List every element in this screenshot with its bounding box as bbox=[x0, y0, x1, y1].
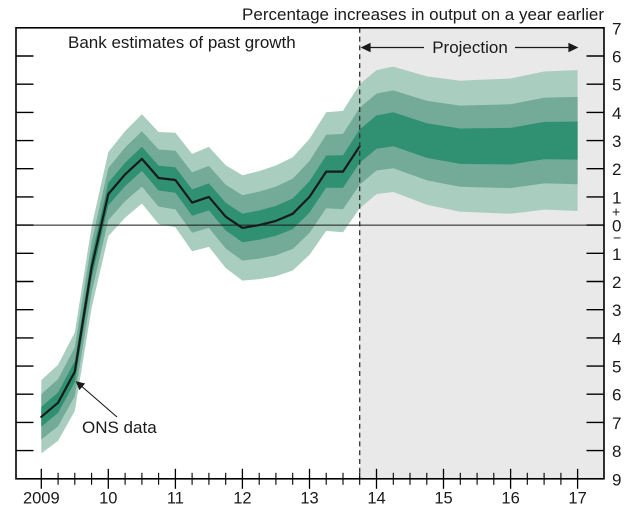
svg-text:16: 16 bbox=[501, 489, 519, 507]
svg-text:6: 6 bbox=[612, 48, 621, 67]
svg-text:ONS data: ONS data bbox=[82, 418, 157, 437]
svg-text:15: 15 bbox=[434, 489, 452, 507]
svg-text:7: 7 bbox=[612, 19, 621, 38]
svg-text:17: 17 bbox=[568, 489, 586, 507]
svg-text:Projection: Projection bbox=[432, 38, 508, 57]
svg-text:+: + bbox=[612, 204, 620, 220]
svg-text:11: 11 bbox=[167, 489, 184, 507]
svg-text:Percentage increases in output: Percentage increases in output on a year… bbox=[242, 5, 604, 24]
svg-text:2: 2 bbox=[612, 160, 621, 179]
svg-text:12: 12 bbox=[233, 489, 251, 507]
svg-text:10: 10 bbox=[99, 489, 117, 507]
svg-text:1: 1 bbox=[612, 245, 621, 264]
svg-text:4: 4 bbox=[612, 104, 621, 123]
svg-text:5: 5 bbox=[612, 76, 621, 95]
svg-text:4: 4 bbox=[612, 329, 621, 348]
svg-text:2: 2 bbox=[612, 273, 621, 292]
svg-text:14: 14 bbox=[367, 489, 385, 507]
svg-text:9: 9 bbox=[612, 470, 621, 489]
svg-text:2009: 2009 bbox=[23, 489, 60, 507]
svg-text:6: 6 bbox=[612, 386, 621, 405]
svg-text:8: 8 bbox=[612, 442, 621, 461]
svg-text:13: 13 bbox=[300, 489, 318, 507]
svg-text:Bank estimates of past growth: Bank estimates of past growth bbox=[68, 33, 296, 52]
svg-text:3: 3 bbox=[612, 301, 621, 320]
svg-text:−: − bbox=[613, 230, 621, 246]
svg-text:3: 3 bbox=[612, 132, 621, 151]
svg-text:5: 5 bbox=[612, 358, 621, 377]
svg-text:7: 7 bbox=[612, 414, 621, 433]
